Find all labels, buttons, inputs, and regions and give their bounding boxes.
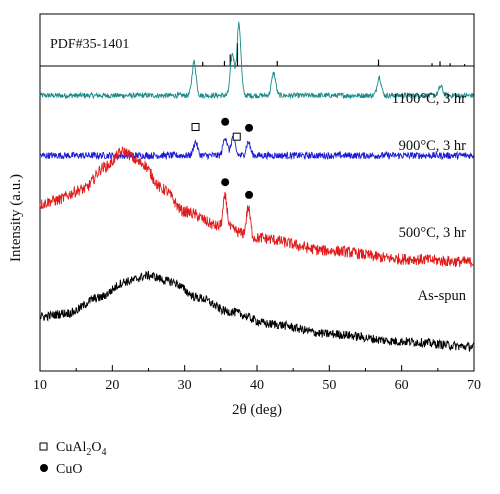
trace-2 bbox=[39, 133, 475, 161]
series-label: As-spun bbox=[418, 288, 467, 304]
legend-label-cual2o4: CuAl2O4 bbox=[56, 440, 106, 458]
marker-circle-icon bbox=[245, 123, 254, 132]
reference-label: PDF#35-1401 bbox=[50, 37, 129, 52]
legend-label-cuo: CuO bbox=[56, 462, 82, 477]
series-labels: 1100°C, 3 hr 900°C, 3 hr 500°C, 3 hr As-spu… bbox=[392, 91, 467, 304]
trace-1 bbox=[39, 21, 475, 100]
traces bbox=[39, 21, 475, 353]
marker-circle-icon bbox=[245, 190, 254, 199]
legend: CuAl2O4 CuO bbox=[39, 440, 106, 477]
series-label: 1100°C, 3 hr bbox=[392, 91, 466, 107]
x-tick-label: 10 bbox=[33, 378, 47, 393]
trace-3 bbox=[39, 146, 474, 268]
x-axis: 10 20 30 40 50 60 70 bbox=[33, 365, 481, 393]
series-label: 900°C, 3 hr bbox=[399, 138, 467, 154]
x-tick-label: 60 bbox=[395, 378, 409, 393]
marker-circle-icon bbox=[221, 178, 230, 187]
legend-circle-icon bbox=[40, 464, 48, 472]
reference-peaks bbox=[202, 43, 466, 66]
x-axis-title: 2θ (deg) bbox=[232, 402, 282, 418]
marker-square-icon bbox=[232, 132, 241, 141]
x-tick-label: 40 bbox=[250, 378, 264, 393]
y-axis-title: Intensity (a.u.) bbox=[8, 174, 24, 262]
legend-square-icon bbox=[39, 442, 48, 451]
trace-4 bbox=[39, 270, 474, 353]
x-tick-label: 70 bbox=[467, 378, 481, 393]
x-tick-label: 30 bbox=[178, 378, 192, 393]
marker-square-icon bbox=[191, 123, 200, 131]
plot-frame bbox=[39, 65, 475, 372]
series-label: 500°C, 3 hr bbox=[399, 225, 467, 241]
x-tick-label: 20 bbox=[105, 378, 119, 393]
marker-circle-icon bbox=[221, 117, 230, 126]
x-tick-label: 50 bbox=[322, 378, 336, 393]
phase-markers bbox=[191, 117, 254, 199]
